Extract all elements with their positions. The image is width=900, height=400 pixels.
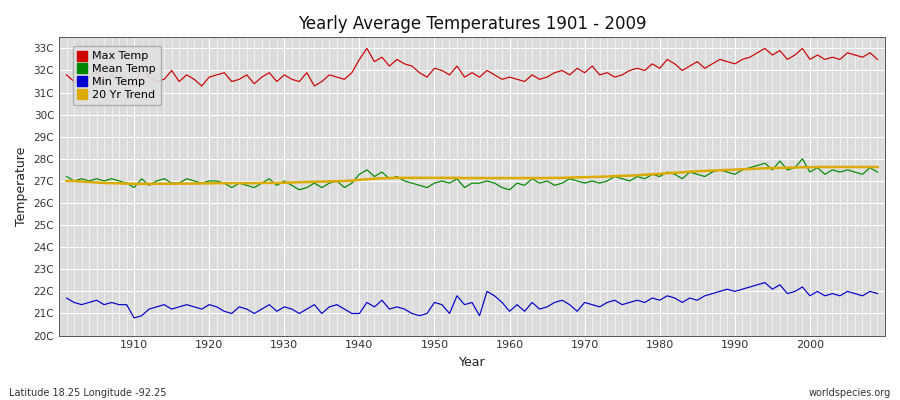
Title: Yearly Average Temperatures 1901 - 2009: Yearly Average Temperatures 1901 - 2009: [298, 15, 646, 33]
Text: Latitude 18.25 Longitude -92.25: Latitude 18.25 Longitude -92.25: [9, 388, 166, 398]
Legend: Max Temp, Mean Temp, Min Temp, 20 Yr Trend: Max Temp, Mean Temp, Min Temp, 20 Yr Tre…: [73, 46, 161, 105]
Text: worldspecies.org: worldspecies.org: [809, 388, 891, 398]
X-axis label: Year: Year: [459, 356, 485, 369]
Y-axis label: Temperature: Temperature: [15, 147, 28, 226]
